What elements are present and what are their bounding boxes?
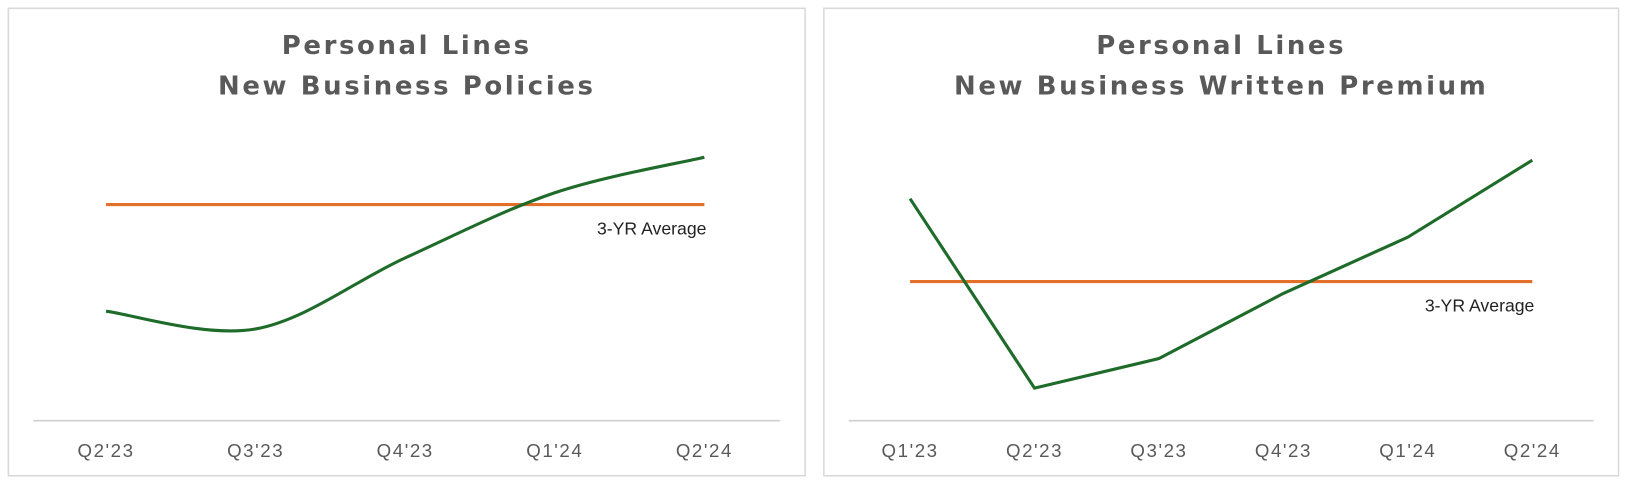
x-tick-label: Q3'23 — [1130, 440, 1187, 461]
x-tick-label: Q2'23 — [1006, 440, 1063, 461]
x-tick-label: Q2'24 — [676, 440, 733, 461]
reference-label: 3-YR Average — [597, 219, 707, 239]
x-tick-label: Q1'23 — [882, 440, 939, 461]
chart-title: New Business Written Premium — [954, 72, 1488, 102]
x-tick-label: Q1'24 — [526, 440, 583, 461]
data-line — [105, 155, 705, 333]
x-tick-label: Q2'23 — [78, 440, 135, 461]
chart-panel: Personal Lines New Business Policies Q2'23… — [7, 7, 806, 477]
x-tick-label: Q1'24 — [1379, 440, 1436, 461]
x-tick-label: Q2'24 — [1504, 440, 1561, 461]
x-tick-label: Q4'23 — [377, 440, 434, 461]
x-tick-label: Q4'23 — [1255, 440, 1312, 461]
data-line — [908, 158, 1534, 390]
chart-title: Personal Lines — [1096, 31, 1346, 61]
chart-title: New Business Policies — [218, 72, 595, 102]
reference-label: 3-YR Average — [1425, 296, 1535, 316]
chart-panel: Personal Lines New Business Written Premi… — [823, 7, 1620, 477]
x-tick-label: Q3'23 — [227, 440, 284, 461]
chart-title: Personal Lines — [282, 31, 532, 61]
panel-border — [823, 7, 1620, 477]
panel-border — [7, 7, 806, 477]
